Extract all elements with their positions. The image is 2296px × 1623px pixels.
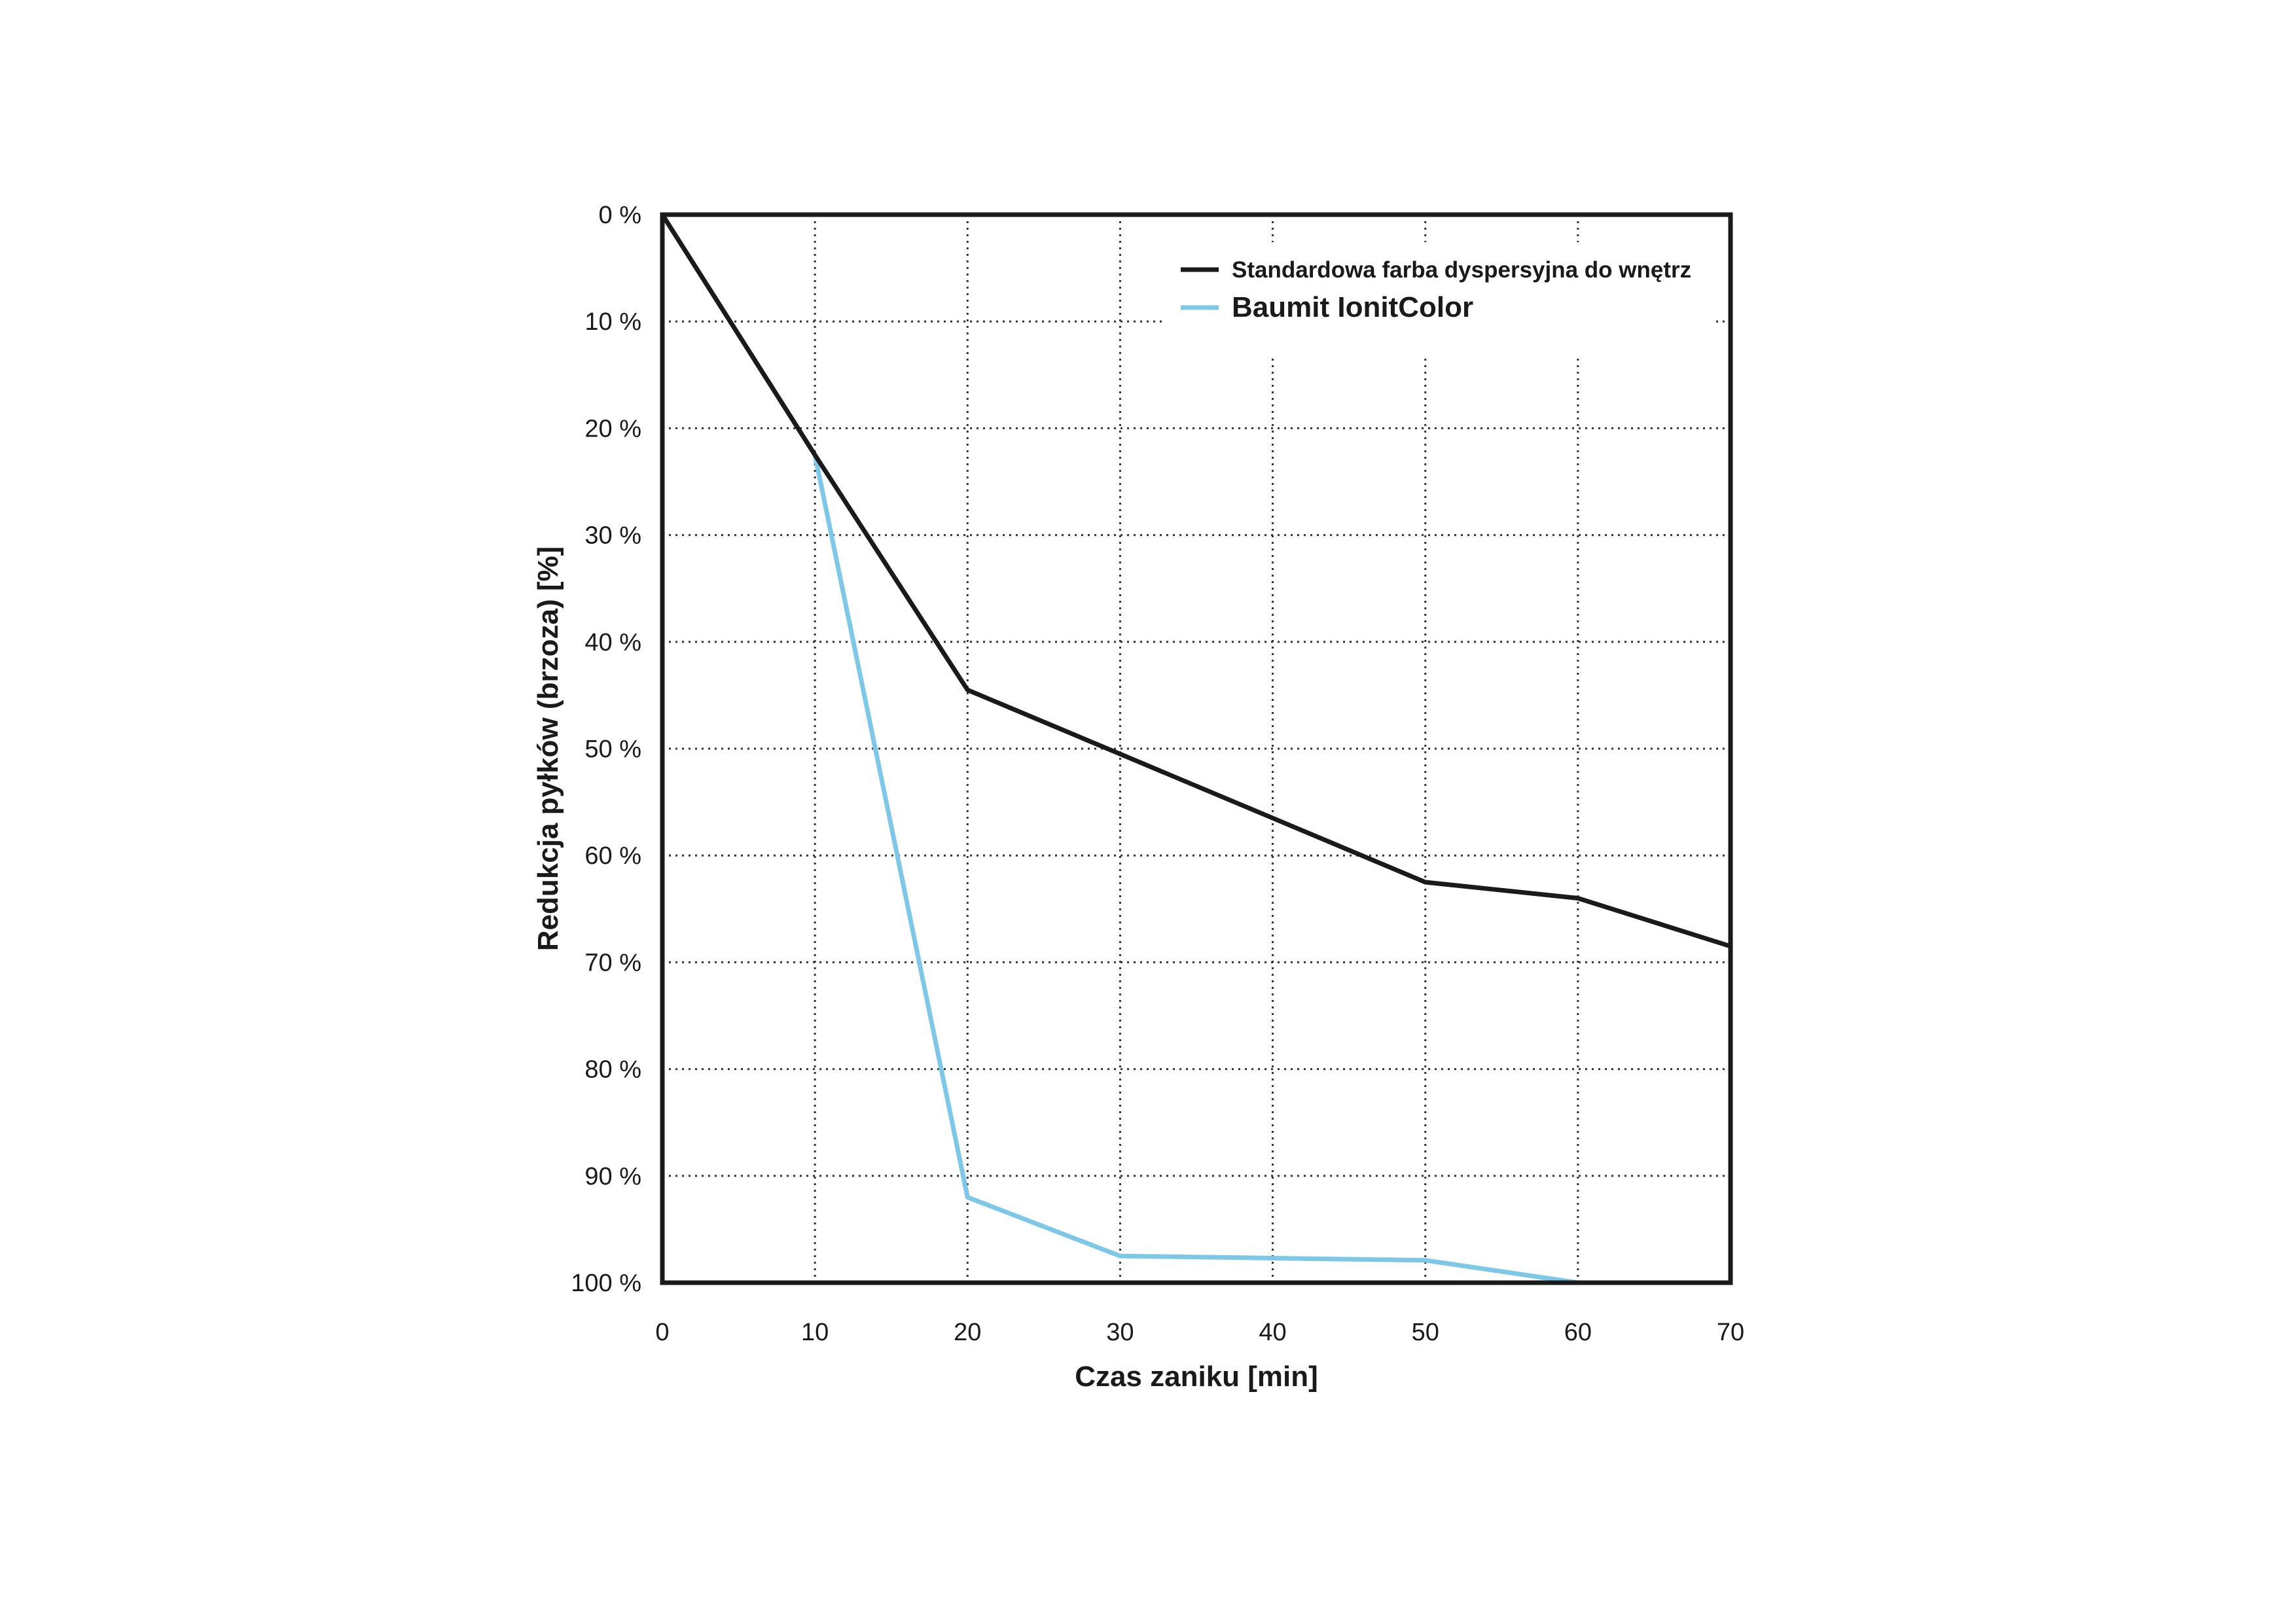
x-axis-title: Czas zaniku [min]: [1075, 1361, 1318, 1393]
y-tick-label: 0 %: [599, 202, 641, 229]
y-tick-label: 30 %: [584, 522, 641, 550]
y-tick-label: 10 %: [584, 308, 641, 336]
y-tick-label: 90 %: [584, 1163, 641, 1190]
series-line-1: [660, 213, 1732, 949]
x-tick-label: 50: [1412, 1319, 1439, 1346]
legend: Standardowa farba dyspersyjna do wnętrz …: [1165, 242, 1715, 357]
x-tick-labels: 0 10 20 30 40 50 60 70: [655, 1319, 1744, 1346]
x-tick-label: 20: [954, 1319, 981, 1346]
series-lines: [660, 213, 1732, 1285]
series-line-2: [660, 213, 1731, 1285]
legend-background: [1165, 242, 1715, 357]
x-tick-label: 0: [655, 1319, 669, 1346]
plot-frame: [660, 212, 1733, 1285]
legend-label-series-1: Standardowa farba dyspersyjna do wnętrz: [1232, 257, 1691, 283]
y-tick-label: 100 %: [571, 1270, 641, 1297]
y-axis-title: Redukcja pyłków (brzoza) [%]: [532, 546, 564, 952]
x-tick-label: 70: [1717, 1319, 1744, 1346]
y-tick-labels: 0 % 10 % 20 % 30 % 40 % 50 % 60 % 70 % 80 % 90 % 1…: [571, 202, 641, 1297]
y-tick-label: 60 %: [584, 842, 641, 870]
y-tick-label: 50 %: [584, 736, 641, 763]
y-tick-label: 80 %: [584, 1056, 641, 1084]
x-tick-label: 40: [1259, 1319, 1286, 1346]
x-tick-label: 60: [1564, 1319, 1592, 1346]
legend-label-series-2: Baumit IonitColor: [1232, 291, 1473, 323]
y-tick-label: 40 %: [584, 629, 641, 656]
x-tick-label: 30: [1106, 1319, 1134, 1346]
y-tick-label: 70 %: [584, 949, 641, 976]
x-tick-label: 10: [801, 1319, 829, 1346]
y-tick-label: 20 %: [584, 415, 641, 442]
grid: [662, 215, 1731, 1283]
